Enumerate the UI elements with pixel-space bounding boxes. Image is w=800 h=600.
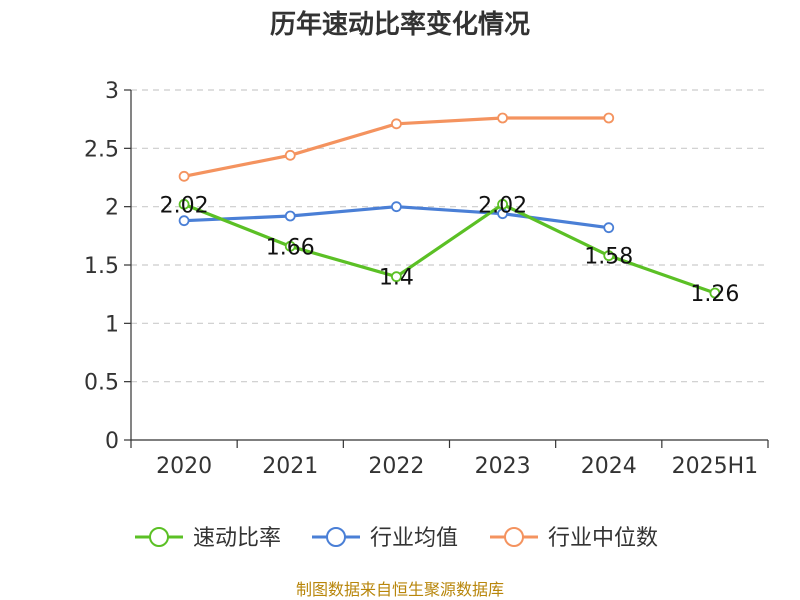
- y-tick-label: 1.5: [84, 254, 119, 279]
- data-point: [709, 287, 721, 299]
- data-point: [178, 215, 190, 227]
- legend-marker: [504, 527, 524, 547]
- data-point: [603, 112, 615, 124]
- data-labels: 2.02 1.66 1.4 2.02 1.58 1.26: [160, 193, 740, 307]
- legend-label: 速动比率: [193, 526, 281, 551]
- legend-label: 行业中位数: [548, 526, 658, 551]
- y-tick-label: 3: [105, 79, 119, 104]
- series-line: [183, 202, 716, 295]
- x-tick-label: 2024: [581, 454, 637, 479]
- y-tick-label: 2: [105, 196, 119, 221]
- x-tick-label: 2021: [262, 454, 318, 479]
- data-label: 2.02: [160, 193, 209, 218]
- series-lines: [178, 112, 721, 299]
- legend-marker: [149, 527, 169, 547]
- y-tick-label: 1: [105, 312, 119, 337]
- data-label: 2.02: [478, 193, 527, 218]
- grid-lines: [131, 89, 768, 383]
- data-point: [284, 240, 296, 252]
- data-label: 1.4: [379, 266, 414, 291]
- axes: 0 0.5 1 1.5 2 2.5 3 2020 2021 2022 2023 2024 2025H1: [84, 79, 769, 479]
- data-point: [391, 201, 402, 213]
- data-point: [603, 250, 615, 262]
- data-label: 1.66: [266, 235, 315, 260]
- data-point: [603, 222, 615, 234]
- data-point: [178, 170, 190, 182]
- data-point: [391, 271, 402, 283]
- x-tick-label: 2022: [368, 454, 424, 479]
- data-label: 1.58: [584, 245, 633, 270]
- source-note: 制图数据来自恒生聚源数据库: [296, 580, 504, 599]
- data-point: [284, 149, 296, 161]
- y-tick-label: 0: [105, 429, 119, 454]
- data-point: [497, 112, 508, 124]
- data-point: [284, 210, 296, 222]
- x-tick-label: 2020: [156, 454, 212, 479]
- data-point: [497, 198, 508, 210]
- data-label: 1.26: [690, 282, 739, 307]
- legend: 速动比率 行业均值 行业中位数: [135, 526, 658, 551]
- x-tick-label: 2025H1: [672, 454, 759, 479]
- data-point: [391, 118, 402, 130]
- y-tick-label: 0.5: [84, 371, 119, 396]
- x-tick-label: 2023: [475, 454, 531, 479]
- legend-label: 行业均值: [370, 526, 458, 551]
- legend-marker: [326, 527, 346, 547]
- chart-title: 历年速动比率变化情况: [270, 9, 530, 40]
- data-point: [178, 198, 190, 210]
- y-tick-label: 2.5: [84, 137, 119, 162]
